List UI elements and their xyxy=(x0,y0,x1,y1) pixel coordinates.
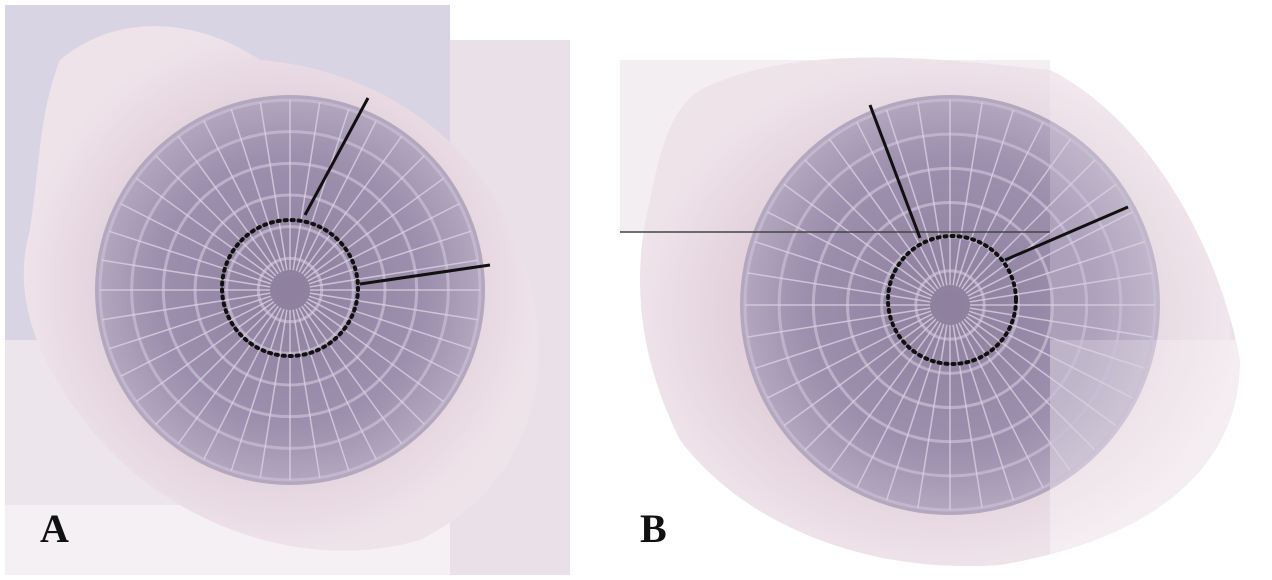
page: A B (() => { const data = JSON.parse(doc… xyxy=(0,0,1272,580)
panel-label: B xyxy=(640,506,667,551)
figure: A B xyxy=(0,0,1272,580)
panel-a: A xyxy=(5,5,570,575)
panel-label: A xyxy=(40,506,69,551)
panel-b: B xyxy=(620,58,1250,571)
tile xyxy=(1050,60,1230,340)
tile xyxy=(1050,340,1250,570)
